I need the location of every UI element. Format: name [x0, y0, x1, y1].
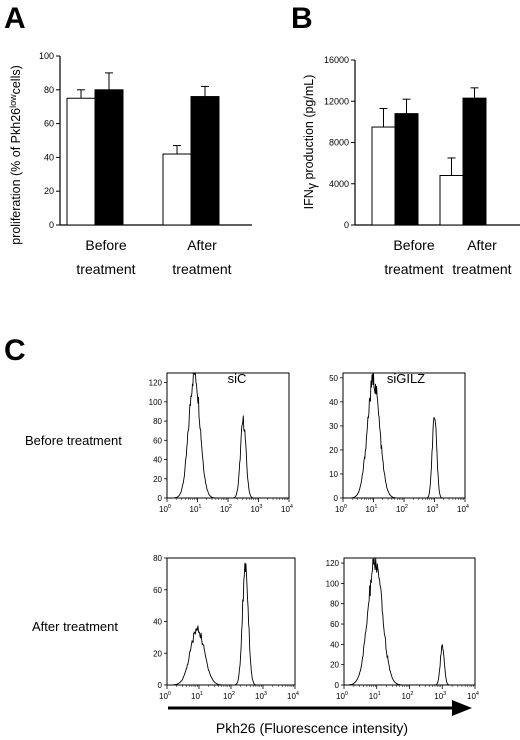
flow-plot-frame [166, 557, 296, 686]
flow-histogram-trace [167, 371, 289, 499]
flow-x-tick-label: 103 [255, 691, 267, 701]
flow-y-tick-label: 100 [326, 579, 340, 588]
flow-plot-before-siGILZ: 0 10 20 30 40 50 100 101 102 103 104 [329, 372, 469, 514]
flow-y-tick-label: 40 [153, 456, 162, 465]
chart-a-y-tick-label: 80 [44, 85, 54, 95]
flow-y-tick-label: 80 [330, 600, 339, 609]
flow-y-tick-label: 60 [153, 436, 162, 445]
chart-b-category-1-line2: treatment [384, 261, 443, 277]
chart-b-y-tick-label: 12000 [324, 96, 349, 106]
panel-label-a: A [4, 2, 26, 35]
flow-y-tick-label: 0 [158, 681, 163, 690]
chart-b-y-tick-label: 4000 [329, 179, 349, 189]
flow-plot-frame [166, 372, 290, 499]
chart-a-category-1-line1: Before [85, 237, 126, 253]
flow-y-tick-label: 10 [329, 470, 338, 479]
flow-x-tick-label: 101 [190, 504, 202, 514]
flow-y-tick-label: 0 [335, 681, 340, 690]
chart-a-y-tick-label: 40 [44, 152, 54, 162]
flow-x-tick-label: 102 [402, 691, 414, 701]
flow-histogram-trace [343, 372, 465, 499]
flow-x-tick-label: 103 [251, 504, 263, 514]
row-label-before: Before treatment [25, 433, 122, 448]
column-label-sigilz: siGILZ [387, 371, 425, 386]
flow-x-tick-label: 100 [159, 691, 171, 701]
panel-label-c: C [4, 334, 26, 367]
chart-b: IFNγ production (pg/mL) Before treatment… [302, 55, 520, 277]
chart-a-bar [162, 153, 192, 226]
flow-y-tick-label: 40 [330, 640, 339, 649]
chart-b-ylabel: IFNγ production (pg/mL) [302, 75, 319, 210]
flow-y-tick-label: 80 [153, 554, 162, 563]
chart-a-bar [190, 96, 220, 226]
chart-b-y-tick-label: 16000 [324, 55, 349, 65]
chart-a-category-2-line2: treatment [172, 261, 231, 277]
flow-x-tick-label: 100 [335, 504, 347, 514]
flow-x-tick-label: 104 [467, 691, 479, 701]
flow-y-tick-label: 60 [153, 586, 162, 595]
chart-a-y-tick-label: 60 [44, 119, 54, 129]
chart-a-category-2-line1: After [187, 237, 217, 253]
flow-x-tick-label: 103 [434, 691, 446, 701]
flow-x-tick-label: 103 [427, 504, 439, 514]
chart-a-category-1-line2: treatment [76, 261, 135, 277]
flow-x-tick-label: 102 [223, 691, 235, 701]
flow-y-tick-label: 120 [326, 559, 340, 568]
chart-a-bar [66, 97, 96, 226]
flow-x-tick-label: 100 [336, 691, 348, 701]
flow-x-arrow-head [452, 700, 472, 716]
flow-y-tick-label: 20 [153, 649, 162, 658]
flow-x-tick-label: 102 [220, 504, 232, 514]
flow-x-tick-label: 104 [281, 504, 293, 514]
flow-y-tick-label: 20 [329, 446, 338, 455]
flow-x-tick-label: 100 [159, 504, 171, 514]
chart-a-y-tick-label: 100 [39, 51, 54, 61]
chart-b-bar [462, 97, 487, 226]
flow-x-tick-label: 101 [366, 504, 378, 514]
flow-y-tick-label: 20 [153, 475, 162, 484]
chart-b-y-tick-label: 8000 [329, 138, 349, 148]
chart-b-bar [439, 175, 464, 226]
flow-x-tick-label: 104 [457, 504, 469, 514]
flow-y-tick-label: 0 [158, 494, 163, 503]
flow-plot-frame [342, 372, 466, 499]
chart-b-bar [394, 113, 419, 226]
flow-y-tick-label: 120 [149, 379, 163, 388]
chart-b-category-1-line1: Before [393, 237, 434, 253]
row-label-after: After treatment [32, 619, 118, 634]
flow-y-tick-label: 0 [334, 494, 339, 503]
flow-plot-after-siC: 0 20 40 60 80 100 101 102 103 104 [153, 554, 299, 701]
column-label-sic: siC [228, 371, 247, 386]
flow-plot-frame [343, 557, 476, 686]
flow-y-tick-label: 80 [153, 417, 162, 426]
chart-b-category-2-line2: treatment [452, 261, 511, 277]
panel-label-b: B [291, 2, 313, 35]
flow-y-tick-label: 40 [153, 618, 162, 627]
flow-y-tick-label: 60 [330, 620, 339, 629]
flow-plot-after-siGILZ: 0 20 40 60 80 100 120 100 101 102 103 104 [326, 557, 479, 701]
flow-x-tick-label: 101 [369, 691, 381, 701]
chart-a-y-tick-label: 0 [49, 220, 54, 230]
flow-y-tick-label: 100 [149, 398, 163, 407]
flow-y-tick-label: 20 [330, 661, 339, 670]
flow-histogram-trace [344, 557, 475, 686]
chart-a-y-tick-label: 20 [44, 186, 54, 196]
flow-y-tick-label: 40 [329, 398, 338, 407]
chart-a-ylabel: proliferation (% of Pkh26lowcells) [8, 65, 23, 245]
chart-b-category-2-line1: After [467, 237, 497, 253]
chart-a-bar [94, 89, 124, 226]
flow-plot-before-siC: 0 20 40 60 80 100 120 100 101 102 103 104 [149, 371, 293, 514]
flow-xlabel: Pkh26 (Fluorescence intensity) [216, 720, 408, 736]
flow-x-tick-label: 104 [287, 691, 299, 701]
flow-histogram-trace [167, 562, 295, 686]
chart-b-bar [371, 126, 396, 226]
chart-a: proliferation (% of Pkh26lowcells) Befor… [8, 51, 252, 277]
chart-b-y-tick-label: 0 [344, 220, 349, 230]
flow-x-tick-label: 102 [396, 504, 408, 514]
flow-y-tick-label: 50 [329, 374, 338, 383]
flow-y-tick-label: 30 [329, 422, 338, 431]
flow-x-tick-label: 101 [191, 691, 203, 701]
